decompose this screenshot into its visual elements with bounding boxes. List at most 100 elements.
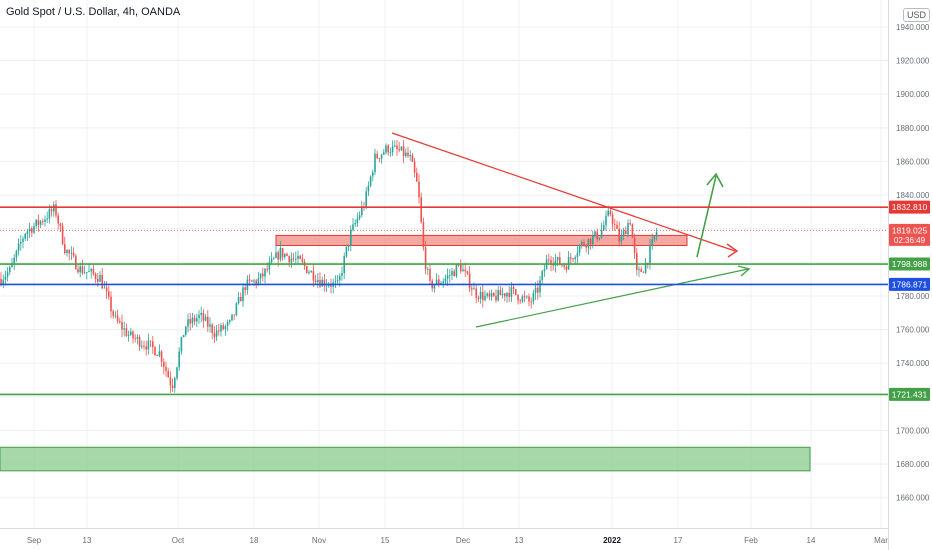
candle-body [103, 287, 106, 289]
candle-body [101, 274, 103, 289]
candle-body [292, 258, 295, 260]
red-trendline [391, 132, 736, 252]
candle-body [176, 367, 178, 379]
candle-body [515, 289, 517, 295]
candle-body [532, 292, 535, 302]
candle-body [365, 191, 367, 207]
candle-body [466, 271, 469, 274]
candle-body [121, 322, 123, 330]
candle-body [275, 252, 277, 258]
candle-body [396, 145, 398, 150]
candle-body [46, 218, 48, 220]
candle-body [75, 255, 77, 270]
candle-body [398, 149, 400, 151]
candle-body [57, 215, 59, 224]
candle-body [189, 319, 191, 324]
candle-body [299, 255, 301, 259]
candle-body [171, 385, 174, 389]
candle-body [11, 263, 13, 268]
candle-body [475, 288, 477, 298]
candle-body [9, 267, 11, 273]
candle-body [281, 248, 284, 258]
candle-body [499, 290, 502, 296]
candle-body [629, 223, 631, 225]
candle-body [484, 295, 486, 301]
candle-body [376, 153, 378, 159]
red-zone [275, 234, 688, 247]
candle-body [528, 296, 530, 302]
candle-body [178, 351, 180, 368]
candle-body [94, 273, 97, 279]
candle-body [350, 229, 352, 245]
y-tick-label: 1900.000 [896, 90, 930, 99]
candle-body [79, 266, 81, 273]
candle-body [24, 233, 26, 239]
candle-body [600, 230, 603, 238]
candle-body [231, 314, 233, 321]
candle-body [605, 215, 607, 226]
candle-body [218, 330, 220, 332]
candle-body [589, 238, 592, 245]
candle-body [649, 245, 651, 264]
candle-body [380, 154, 383, 159]
y-tick-label: 1700.000 [896, 426, 930, 435]
candle-body [644, 263, 647, 273]
candle-body [405, 152, 407, 157]
candle-body [209, 324, 211, 327]
candle-body [149, 340, 152, 342]
candle-body [15, 250, 18, 258]
candle-body [508, 292, 510, 297]
candle-body [563, 265, 565, 267]
x-tick-label: Oct [172, 536, 185, 545]
candle-body [378, 158, 381, 159]
candle-body [550, 260, 552, 265]
candle-body [253, 280, 255, 282]
candle-body [55, 204, 57, 216]
candle-body [279, 248, 282, 260]
candle-body [284, 253, 286, 258]
candle-body [400, 146, 403, 151]
x-tick-label: Sep [27, 536, 42, 545]
x-tick-label: Dec [456, 536, 470, 545]
x-tick-label: Feb [744, 536, 758, 545]
candle-body [156, 355, 158, 357]
candle-body [468, 273, 471, 289]
y-tick-label: 1680.000 [896, 460, 930, 469]
candles-group [0, 139, 658, 393]
candle-body [174, 378, 176, 389]
candle-body [86, 272, 88, 273]
candle-body [99, 274, 101, 282]
candle-body [429, 269, 431, 281]
candle-body [196, 318, 198, 322]
candle-body [37, 219, 40, 225]
green-arrow-head [706, 172, 724, 188]
candle-body [290, 258, 293, 263]
green-trendline-arrow-head [737, 265, 751, 277]
candle-body [539, 280, 541, 293]
level-label: 1721.431 [892, 389, 928, 399]
candle-body [490, 292, 493, 297]
candle-body [112, 311, 114, 316]
candle-body [266, 268, 268, 270]
candle-body [0, 279, 2, 285]
candle-body [248, 279, 251, 281]
candle-body [356, 218, 359, 224]
candle-body [411, 155, 414, 162]
x-tick-label: Nov [312, 536, 326, 545]
candle-body [136, 337, 139, 339]
candle-body [512, 287, 515, 290]
candle-body [193, 317, 196, 322]
currency-badge[interactable]: USD [903, 8, 931, 22]
candle-body [110, 296, 112, 312]
candle-body [301, 258, 304, 262]
candle-body [317, 279, 319, 283]
candle-body [235, 303, 238, 315]
candle-body [506, 292, 508, 297]
candle-body [187, 319, 189, 327]
candle-body [347, 244, 350, 247]
candle-body [6, 272, 9, 277]
current-price-countdown: 02:36:49 [894, 236, 926, 245]
green-zone [0, 446, 811, 472]
candle-body [407, 152, 409, 157]
